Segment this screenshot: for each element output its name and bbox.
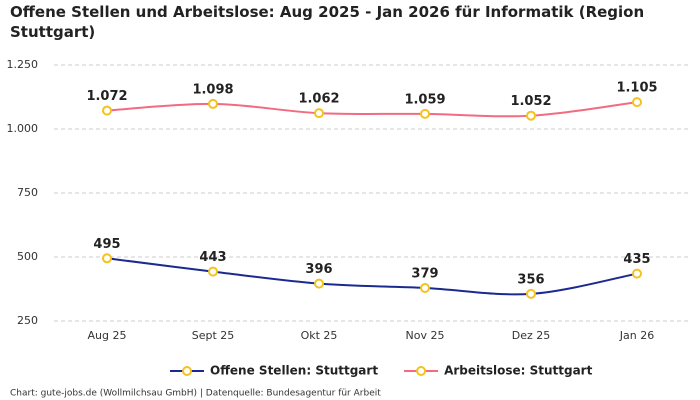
data-label: 443 xyxy=(199,250,226,265)
data-label: 1.062 xyxy=(298,92,339,107)
data-label: 1.052 xyxy=(510,94,551,109)
x-tick-label: Nov 25 xyxy=(406,329,445,342)
marker xyxy=(526,110,536,121)
legend-label: Offene Stellen: Stuttgart xyxy=(210,364,378,378)
marker xyxy=(208,98,218,109)
x-tick-label: Okt 25 xyxy=(301,329,338,342)
x-tick-label: Dez 25 xyxy=(512,329,551,342)
data-label: 356 xyxy=(517,272,544,287)
line xyxy=(106,101,638,118)
marker xyxy=(526,288,536,299)
legend-label: Arbeitslose: Stuttgart xyxy=(444,364,593,378)
legend-marker xyxy=(182,366,192,376)
marker xyxy=(420,282,430,293)
marker xyxy=(102,105,112,116)
marker xyxy=(314,108,324,119)
data-label: 1.105 xyxy=(616,81,657,96)
line xyxy=(106,257,638,296)
data-label: 379 xyxy=(411,266,438,281)
marker xyxy=(420,108,430,119)
y-tick-label: 500 xyxy=(17,250,38,263)
data-label: 1.059 xyxy=(404,92,445,107)
chart-title: Offene Stellen und Arbeitslose: Aug 2025… xyxy=(10,3,645,41)
y-tick-label: 1.000 xyxy=(7,122,39,135)
data-label: 396 xyxy=(305,262,332,277)
data-label: 1.072 xyxy=(86,89,127,104)
marker xyxy=(314,278,324,289)
x-tick-label: Sept 25 xyxy=(192,329,235,342)
marker xyxy=(632,97,642,108)
source: Chart: gute-jobs.de (Wollmilchsau GmbH) … xyxy=(10,389,381,399)
marker xyxy=(208,266,218,277)
legend-marker xyxy=(416,366,427,376)
y-tick-label: 250 xyxy=(17,314,38,327)
y-tick-label: 750 xyxy=(17,186,38,199)
data-label: 435 xyxy=(623,252,650,267)
marker xyxy=(632,268,642,279)
x-tick-label: Aug 25 xyxy=(88,329,127,342)
y-tick-label: 1.250 xyxy=(7,58,39,71)
x-tick-label: Jan 26 xyxy=(619,329,654,342)
data-label: 1.098 xyxy=(192,82,233,97)
marker xyxy=(102,253,112,264)
data-label: 495 xyxy=(93,237,120,252)
